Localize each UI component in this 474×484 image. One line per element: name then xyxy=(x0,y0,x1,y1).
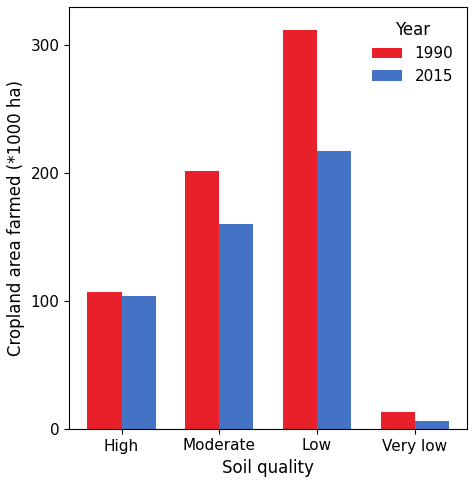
Legend: 1990, 2015: 1990, 2015 xyxy=(365,15,459,90)
Bar xyxy=(381,412,415,429)
Bar xyxy=(219,224,254,429)
Bar xyxy=(185,170,219,429)
X-axis label: Soil quality: Soil quality xyxy=(222,459,314,477)
Bar xyxy=(415,421,449,429)
Bar xyxy=(283,30,317,429)
Bar xyxy=(121,296,156,429)
Y-axis label: Cropland area farmed (*1000 ha): Cropland area farmed (*1000 ha) xyxy=(7,80,25,356)
Bar xyxy=(317,151,351,429)
Bar xyxy=(87,292,121,429)
